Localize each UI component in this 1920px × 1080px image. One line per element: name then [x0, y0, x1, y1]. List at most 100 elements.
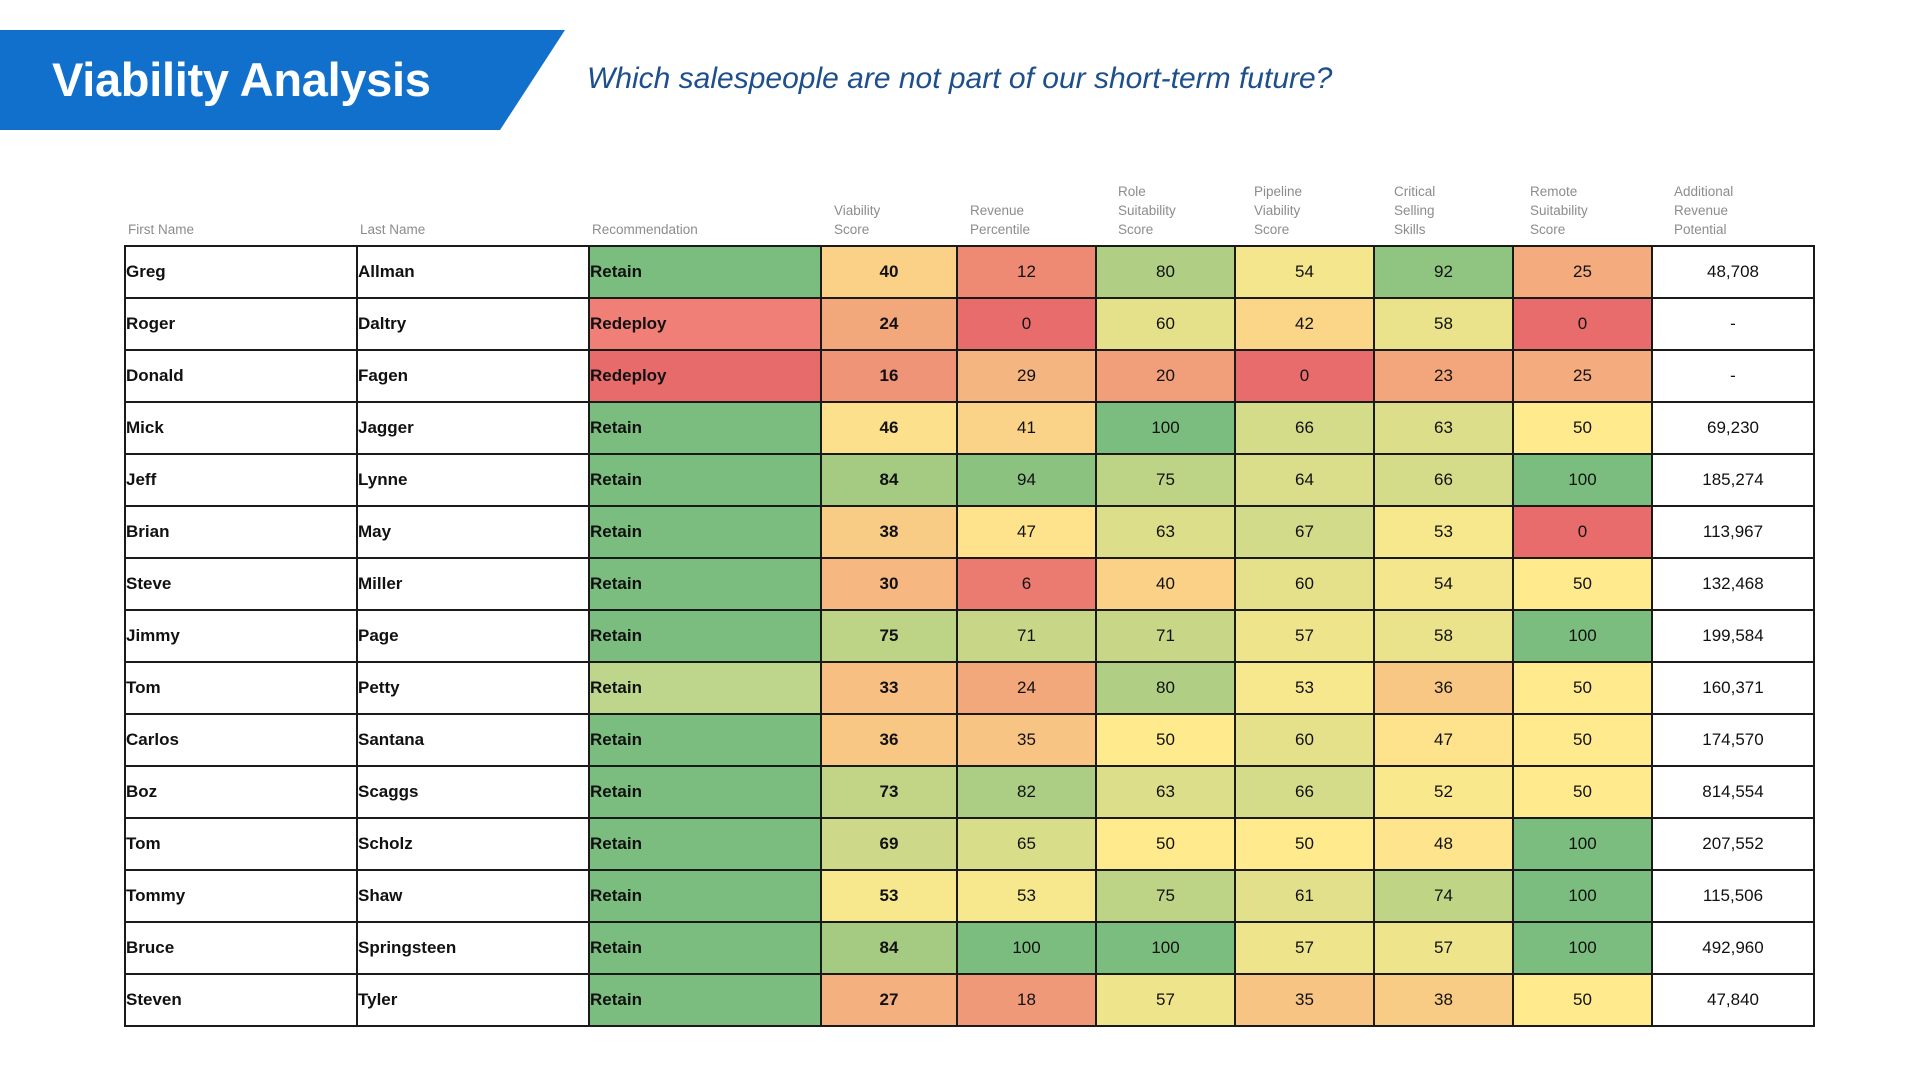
- viability-table: Greg Allman Retain 40 12 80 54 92 25 48,708 Roger D…: [124, 245, 1815, 1027]
- header-pipeline-viability: Pipeline Viability Score: [1254, 184, 1303, 237]
- last-name-cell: Jagger: [356, 401, 590, 455]
- revenue-percentile-cell: 35: [956, 713, 1097, 767]
- revenue-percentile-cell: 18: [956, 973, 1097, 1027]
- table-row: Mick Jagger Retain 46 41 100 66 63 50 69,230: [124, 401, 1815, 455]
- remote-suitability-cell: 50: [1512, 765, 1653, 819]
- last-name-cell: Fagen: [356, 349, 590, 403]
- revenue-percentile-cell: 47: [956, 505, 1097, 559]
- table-row: Tommy Shaw Retain 53 53 75 61 74 100 115,506: [124, 869, 1815, 923]
- critical-selling-skills-cell: 63: [1373, 401, 1514, 455]
- viability-score-cell: 38: [820, 505, 958, 559]
- first-name-cell: Jimmy: [124, 609, 358, 663]
- remote-suitability-cell: 25: [1512, 349, 1653, 403]
- revenue-percentile-cell: 53: [956, 869, 1097, 923]
- additional-revenue-cell: 207,552: [1651, 817, 1815, 871]
- pipeline-viability-cell: 61: [1234, 869, 1375, 923]
- recommendation-cell: Redeploy: [588, 349, 822, 403]
- pipeline-viability-cell: 57: [1234, 921, 1375, 975]
- additional-revenue-cell: 174,570: [1651, 713, 1815, 767]
- header-additional-revenue: Additional Revenue Potential: [1674, 184, 1734, 237]
- table-row: Donald Fagen Redeploy 16 29 20 0 23 25-: [124, 349, 1815, 403]
- remote-suitability-cell: 100: [1512, 453, 1653, 507]
- critical-selling-skills-cell: 58: [1373, 609, 1514, 663]
- pipeline-viability-cell: 57: [1234, 609, 1375, 663]
- revenue-percentile-cell: 12: [956, 245, 1097, 299]
- table-row: Steve Miller Retain 30 6 40 60 54 50 132,468: [124, 557, 1815, 611]
- table-row: Steven Tyler Retain 27 18 57 35 38 50 47,840: [124, 973, 1815, 1027]
- pipeline-viability-cell: 66: [1234, 765, 1375, 819]
- table-row: Roger Daltry Redeploy 24 0 60 42 58 0-: [124, 297, 1815, 351]
- table-body: Greg Allman Retain 40 12 80 54 92 25 48,708 Roger D…: [124, 245, 1815, 1027]
- first-name-cell: Boz: [124, 765, 358, 819]
- first-name-cell: Tom: [124, 661, 358, 715]
- revenue-percentile-cell: 71: [956, 609, 1097, 663]
- recommendation-cell: Retain: [588, 817, 822, 871]
- role-suitability-cell: 50: [1095, 713, 1236, 767]
- first-name-cell: Tommy: [124, 869, 358, 923]
- additional-revenue-cell: 115,506: [1651, 869, 1815, 923]
- viability-score-cell: 73: [820, 765, 958, 819]
- table-row: Bruce Springsteen Retain 84 100 100 57 57 100 492…: [124, 921, 1815, 975]
- revenue-percentile-cell: 24: [956, 661, 1097, 715]
- header-role-suitability: Role Suitability Score: [1118, 184, 1176, 237]
- pipeline-viability-cell: 66: [1234, 401, 1375, 455]
- role-suitability-cell: 60: [1095, 297, 1236, 351]
- critical-selling-skills-cell: 38: [1373, 973, 1514, 1027]
- critical-selling-skills-cell: 48: [1373, 817, 1514, 871]
- last-name-cell: Allman: [356, 245, 590, 299]
- pipeline-viability-cell: 64: [1234, 453, 1375, 507]
- additional-revenue-cell: 69,230: [1651, 401, 1815, 455]
- recommendation-cell: Retain: [588, 505, 822, 559]
- table-row: Tom Petty Retain 33 24 80 53 36 50 160,371: [124, 661, 1815, 715]
- first-name-cell: Donald: [124, 349, 358, 403]
- critical-selling-skills-cell: 36: [1373, 661, 1514, 715]
- header-viability-score: Viability Score: [834, 203, 881, 237]
- last-name-cell: Santana: [356, 713, 590, 767]
- viability-score-cell: 33: [820, 661, 958, 715]
- critical-selling-skills-cell: 52: [1373, 765, 1514, 819]
- revenue-percentile-cell: 82: [956, 765, 1097, 819]
- critical-selling-skills-cell: 54: [1373, 557, 1514, 611]
- viability-score-cell: 46: [820, 401, 958, 455]
- column-headers: First Name Last Name Recommendation Viab…: [124, 170, 1818, 245]
- additional-revenue-cell: -: [1651, 297, 1815, 351]
- remote-suitability-cell: 100: [1512, 921, 1653, 975]
- remote-suitability-cell: 50: [1512, 713, 1653, 767]
- first-name-cell: Jeff: [124, 453, 358, 507]
- remote-suitability-cell: 50: [1512, 973, 1653, 1027]
- recommendation-cell: Retain: [588, 869, 822, 923]
- recommendation-cell: Retain: [588, 557, 822, 611]
- revenue-percentile-cell: 41: [956, 401, 1097, 455]
- remote-suitability-cell: 100: [1512, 609, 1653, 663]
- viability-score-cell: 27: [820, 973, 958, 1027]
- title-banner: [0, 30, 565, 130]
- pipeline-viability-cell: 50: [1234, 817, 1375, 871]
- table-row: Jeff Lynne Retain 84 94 75 64 66 100 185,274: [124, 453, 1815, 507]
- recommendation-cell: Retain: [588, 921, 822, 975]
- pipeline-viability-cell: 60: [1234, 557, 1375, 611]
- first-name-cell: Roger: [124, 297, 358, 351]
- pipeline-viability-cell: 53: [1234, 661, 1375, 715]
- viability-score-cell: 24: [820, 297, 958, 351]
- table-row: Tom Scholz Retain 69 65 50 50 48 100 207,552: [124, 817, 1815, 871]
- page-title: Viability Analysis: [52, 53, 431, 106]
- revenue-percentile-cell: 29: [956, 349, 1097, 403]
- pipeline-viability-cell: 42: [1234, 297, 1375, 351]
- recommendation-cell: Retain: [588, 713, 822, 767]
- pipeline-viability-cell: 60: [1234, 713, 1375, 767]
- role-suitability-cell: 20: [1095, 349, 1236, 403]
- remote-suitability-cell: 100: [1512, 869, 1653, 923]
- role-suitability-cell: 63: [1095, 505, 1236, 559]
- recommendation-cell: Retain: [588, 609, 822, 663]
- first-name-cell: Mick: [124, 401, 358, 455]
- role-suitability-cell: 75: [1095, 869, 1236, 923]
- critical-selling-skills-cell: 57: [1373, 921, 1514, 975]
- table-row: Jimmy Page Retain 75 71 71 57 58 100 199,584: [124, 609, 1815, 663]
- recommendation-cell: Redeploy: [588, 297, 822, 351]
- first-name-cell: Steven: [124, 973, 358, 1027]
- additional-revenue-cell: 199,584: [1651, 609, 1815, 663]
- additional-revenue-cell: -: [1651, 349, 1815, 403]
- last-name-cell: Petty: [356, 661, 590, 715]
- first-name-cell: Tom: [124, 817, 358, 871]
- table-row: Boz Scaggs Retain 73 82 63 66 52 50 814,554: [124, 765, 1815, 819]
